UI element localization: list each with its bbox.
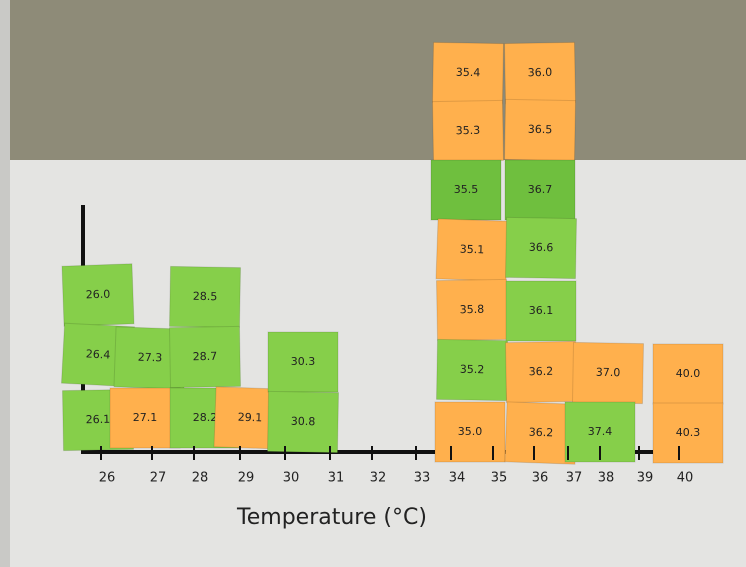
paper-edge	[0, 0, 10, 567]
note-text: 27.3	[138, 351, 163, 365]
note-text: 28.5	[193, 290, 218, 303]
note-text: 30.8	[291, 415, 316, 428]
tick-label: 36	[532, 471, 549, 486]
note-text: 40.0	[676, 367, 701, 380]
note-text: 27.1	[133, 411, 158, 424]
note-text: 35.2	[460, 363, 485, 376]
tick-label: 27	[150, 471, 167, 486]
sticky-note: 30.8	[267, 391, 338, 452]
sticky-note: 28.7	[169, 326, 240, 387]
tick-label: 26	[99, 471, 116, 486]
sticky-note: 35.8	[436, 279, 507, 340]
note-text: 35.5	[454, 183, 479, 196]
note-text: 36.5	[528, 123, 553, 136]
sticky-note: 30.3	[268, 332, 338, 392]
note-text: 35.3	[456, 124, 481, 137]
sticky-note: 36.5	[504, 99, 575, 160]
note-text: 35.1	[460, 243, 485, 257]
photo: Temperature (°C) 26.0 26.4 26.1 27.3 27.1 28.…	[0, 0, 746, 567]
note-text: 36.7	[528, 183, 553, 196]
sticky-note: 40.3	[653, 403, 723, 463]
sticky-note: 36.6	[505, 217, 576, 278]
note-text: 29.1	[238, 411, 263, 425]
note-text: 37.0	[596, 366, 621, 379]
tick-label: 35	[491, 471, 508, 486]
note-text: 26.0	[86, 288, 111, 302]
sticky-note: 36.0	[504, 42, 575, 103]
tick-label: 30	[283, 471, 300, 486]
note-text: 37.4	[588, 425, 613, 438]
sticky-note: 36.2	[505, 341, 576, 402]
tick-label: 33	[414, 471, 431, 486]
tick-label: 40	[677, 471, 694, 486]
sticky-note: 35.3	[432, 100, 503, 161]
sticky-note: 35.4	[432, 42, 503, 103]
note-text: 26.1	[86, 413, 111, 426]
note-text: 36.2	[529, 365, 554, 378]
sticky-note: 36.1	[506, 281, 576, 341]
axis-label: Temperature (°C)	[236, 505, 427, 530]
note-text: 28.2	[193, 411, 218, 424]
tick-label: 34	[449, 471, 466, 486]
sticky-note: 35.0	[435, 402, 505, 462]
note-text: 28.7	[193, 350, 218, 363]
sticky-note: 37.0	[572, 342, 643, 403]
note-text: 36.1	[529, 304, 554, 317]
tick-label: 31	[328, 471, 345, 486]
sticky-note: 35.2	[436, 339, 507, 400]
note-text: 36.0	[528, 66, 553, 79]
tick-label: 39	[637, 471, 654, 486]
sticky-note: 40.0	[653, 344, 723, 404]
tick-label: 38	[598, 471, 615, 486]
wall	[0, 0, 746, 160]
sticky-note: 35.1	[436, 219, 508, 281]
note-text: 35.4	[456, 66, 481, 79]
note-text: 35.0	[458, 425, 483, 438]
note-text: 35.8	[460, 303, 485, 316]
note-text: 26.4	[85, 347, 110, 361]
tick-label: 37	[566, 471, 583, 486]
note-text: 30.3	[291, 355, 316, 368]
tick-label: 29	[238, 471, 255, 486]
sticky-note: 26.0	[62, 264, 134, 326]
tick-label: 28	[192, 471, 209, 486]
tick-label: 32	[370, 471, 387, 486]
sticky-note: 28.5	[169, 266, 240, 327]
note-text: 40.3	[676, 426, 701, 439]
note-text: 36.2	[529, 426, 554, 440]
note-text: 36.6	[529, 241, 554, 254]
sticky-note: 35.5	[431, 160, 501, 220]
sticky-note: 36.7	[505, 160, 575, 220]
